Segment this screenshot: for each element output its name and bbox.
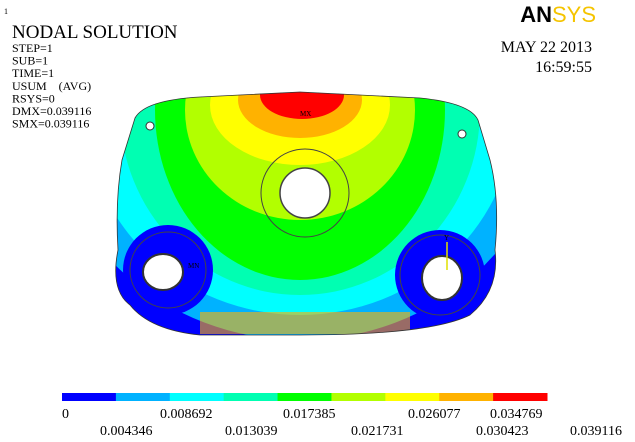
legend-label: 0 bbox=[62, 407, 69, 422]
plot-title: NODAL SOLUTION bbox=[12, 22, 178, 43]
center-hole bbox=[280, 168, 330, 218]
legend-swatch bbox=[439, 393, 493, 401]
corner-hole bbox=[146, 122, 154, 130]
legend-label: 0.026077 bbox=[408, 407, 461, 422]
legend: 0 0.004346 0.008692 0.013039 0.017385 0.02173… bbox=[62, 393, 622, 439]
time: 16:59:55 bbox=[535, 59, 592, 76]
legend-label: 0.008692 bbox=[160, 407, 213, 422]
legend-label: 0.030423 bbox=[476, 424, 529, 439]
legend-swatch bbox=[331, 393, 385, 401]
ansys-viewport: 1 NODAL SOLUTION STEP=1SUB=1TIME=1USUM (… bbox=[0, 0, 635, 442]
min-marker: MN bbox=[188, 262, 199, 270]
legend-label: 0.039116 bbox=[570, 424, 622, 439]
legend-swatch bbox=[116, 393, 170, 401]
legend-swatch bbox=[62, 393, 116, 401]
legend-swatch bbox=[385, 393, 439, 401]
right-hole bbox=[422, 256, 462, 300]
legend-label: 0.004346 bbox=[100, 424, 153, 439]
legend-label: 0.013039 bbox=[225, 424, 278, 439]
legend-label: 0.017385 bbox=[283, 407, 336, 422]
left-hole bbox=[143, 254, 183, 290]
date: MAY 22 2013 bbox=[501, 39, 592, 56]
logo-sys: SYS bbox=[552, 2, 596, 27]
logo: ANSYS bbox=[520, 2, 596, 27]
header-line: SMX=0.039116 bbox=[12, 117, 89, 131]
window-number: 1 bbox=[4, 7, 8, 16]
axis-label: Y bbox=[444, 234, 449, 242]
legend-swatch bbox=[493, 393, 547, 401]
max-marker: MX bbox=[300, 110, 311, 118]
legend-swatch bbox=[224, 393, 278, 401]
legend-label: 0.021731 bbox=[351, 424, 404, 439]
corner-hole bbox=[458, 130, 466, 138]
legend-label: 0.034769 bbox=[490, 407, 543, 422]
legend-swatch bbox=[170, 393, 224, 401]
logo-an: AN bbox=[520, 2, 552, 27]
legend-swatch bbox=[278, 393, 332, 401]
